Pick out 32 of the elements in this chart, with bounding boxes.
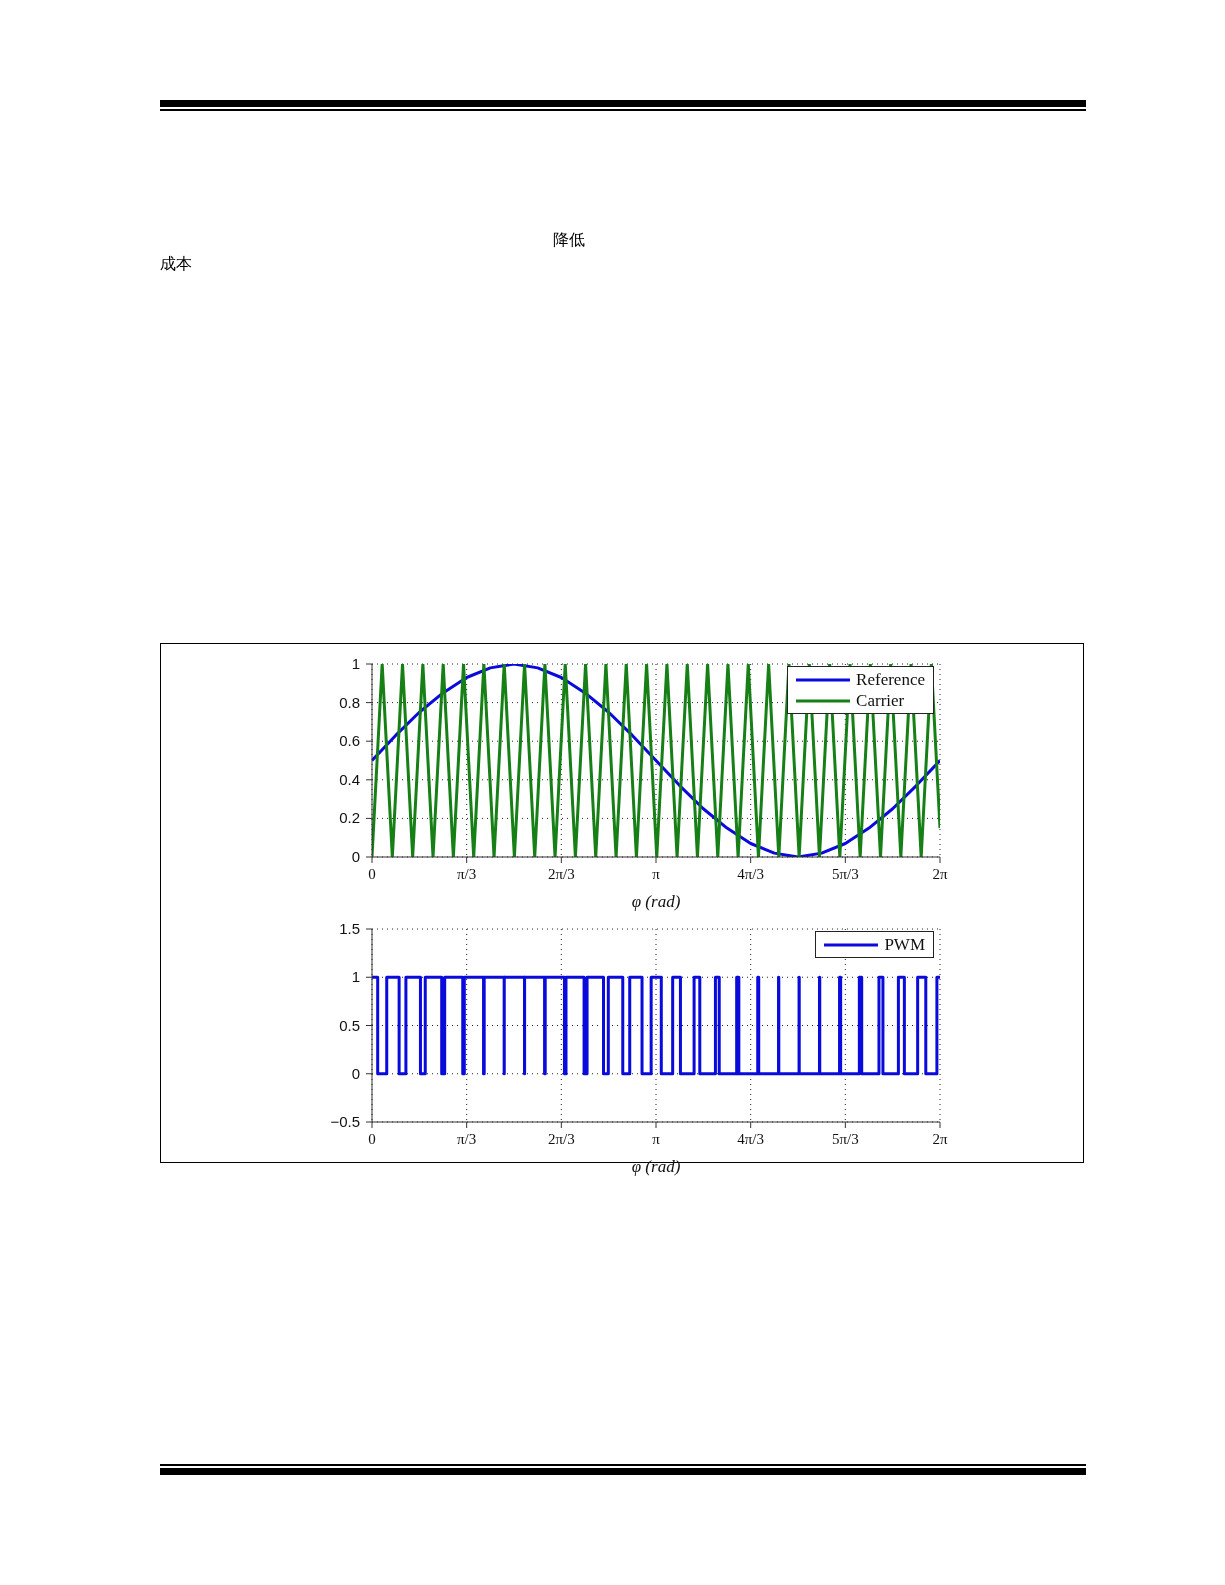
x-tick-label: 2π/3 — [547, 1131, 575, 1147]
x-tick-label: π — [652, 1131, 661, 1147]
text: 降低 — [553, 230, 585, 250]
x-tick-label: π/3 — [457, 1131, 477, 1147]
y-tick-label: 0 — [351, 848, 360, 865]
x-tick-label: 0 — [368, 1131, 376, 1147]
x-tick-label: π/3 — [457, 866, 477, 882]
y-tick-label: 0.5 — [339, 1016, 360, 1034]
legend-label: Carrier — [856, 690, 905, 711]
y-tick-label: 0 — [351, 1064, 360, 1082]
x-tick-label: 4π/3 — [737, 866, 765, 882]
y-tick-label: 0.8 — [339, 693, 360, 711]
x-axis-title: φ (rad) — [631, 1157, 681, 1176]
y-tick-label: 1.5 — [339, 920, 360, 937]
text: 成本 — [160, 254, 192, 274]
x-tick-label: 2π — [932, 866, 948, 882]
legend-label: PWM — [884, 934, 925, 955]
x-tick-label: π — [652, 866, 661, 882]
x-tick-label: 5π/3 — [831, 866, 859, 882]
x-tick-label: 0 — [368, 866, 376, 882]
x-tick-label: 2π/3 — [547, 866, 575, 882]
x-tick-label: 5π/3 — [831, 1131, 859, 1147]
y-tick-label: 1 — [351, 968, 360, 986]
y-tick-label: −0.5 — [330, 1113, 360, 1130]
x-tick-label: 4π/3 — [737, 1131, 765, 1147]
y-tick-label: 0.4 — [339, 770, 360, 788]
y-tick-label: 1 — [351, 655, 360, 672]
x-axis-title: φ (rad) — [631, 892, 681, 911]
y-tick-label: 0.2 — [339, 809, 360, 827]
y-tick-label: 0.6 — [339, 732, 360, 750]
legend-label: Reference — [856, 669, 925, 690]
x-tick-label: 2π — [932, 1131, 948, 1147]
